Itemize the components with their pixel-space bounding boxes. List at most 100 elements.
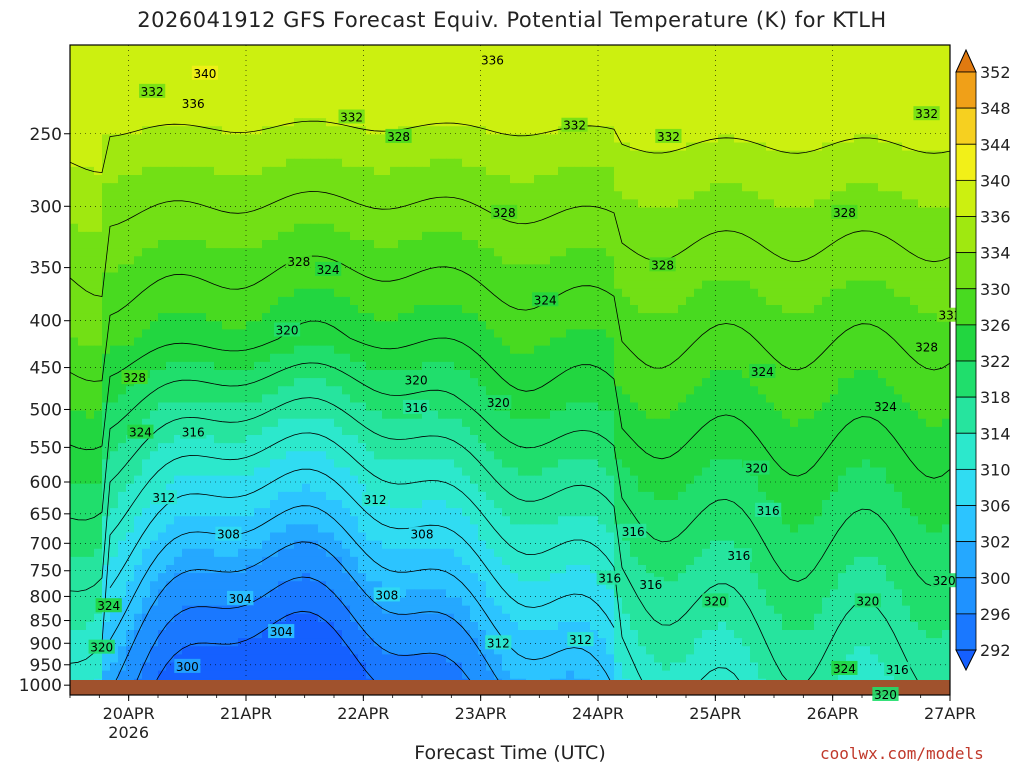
contour-label-bg: [373, 587, 400, 602]
contour-label: 336: [481, 54, 504, 68]
colorbar-extend-bottom: [955, 649, 977, 672]
contour-label: 328: [915, 341, 938, 355]
x-axis-label: Forecast Time (UTC): [414, 742, 606, 764]
colorbar-label: 340: [980, 171, 1011, 190]
colorbar-box: [955, 505, 977, 543]
contour-label-bg: [215, 526, 242, 541]
colorbar-box: [955, 252, 977, 290]
contour-label-bg: [95, 598, 122, 613]
contour-label: 332: [563, 119, 586, 133]
contour-label: 316: [622, 525, 645, 539]
colorbar-box: [955, 107, 977, 145]
contour-label-bg: [831, 204, 858, 219]
contour-label: 324: [751, 365, 774, 379]
contour-label: 316: [598, 572, 621, 586]
contour-label: 324: [129, 426, 152, 440]
contour-label-bg: [385, 128, 412, 143]
contour-label: 312: [364, 493, 387, 507]
contour-label: 324: [833, 662, 856, 676]
contour-line: [70, 320, 950, 479]
y-tick-label: 450: [30, 359, 62, 379]
contour-label: 328: [833, 206, 856, 220]
contour-label-bg: [180, 96, 207, 111]
y-tick-label: 850: [30, 612, 62, 632]
contour-label: 300: [176, 660, 199, 674]
contour-line: [109, 468, 615, 628]
contour-label-bg: [931, 573, 958, 588]
credit-text: coolwx.com/models: [820, 744, 984, 763]
contour-label-bg: [361, 492, 389, 507]
contour-line: [109, 505, 615, 688]
y-tick-label: 750: [30, 562, 62, 582]
contour-label: 308: [411, 528, 434, 542]
y-tick-label: 600: [30, 473, 62, 493]
colorbar-label: 352: [980, 63, 1011, 82]
contour-label: 320: [704, 594, 727, 608]
colorbar-box: [955, 143, 977, 181]
colorbar-box: [955, 541, 977, 579]
contour-label: 320: [933, 574, 956, 588]
x-tick-label: 20APR: [103, 704, 155, 723]
contour-label: 332: [915, 107, 938, 121]
x-tick-label: 22APR: [337, 704, 389, 723]
colorbar-label: 326: [980, 316, 1011, 335]
contour-label: 312: [487, 636, 510, 650]
contour-label-bg: [649, 257, 676, 272]
colorbar-label: 300: [980, 569, 1011, 588]
colorbar-box: [955, 324, 977, 362]
contour-label: 308: [375, 588, 398, 602]
contour-label-bg: [491, 204, 518, 219]
colorbar-label: 318: [980, 388, 1011, 407]
y-tick-label: 550: [30, 438, 62, 458]
contour-label: 320: [856, 594, 879, 608]
colorbar-box: [955, 216, 977, 254]
colorbar-label: 344: [980, 135, 1011, 154]
colorbar-label: 314: [980, 424, 1011, 443]
contour-label-bg: [88, 639, 115, 654]
x-tick-label: 26APR: [807, 704, 859, 723]
colorbar-box: [955, 288, 977, 326]
x-tick-label: 25APR: [689, 704, 741, 723]
contour-label-bg: [596, 570, 623, 585]
colorbar-box: [955, 360, 977, 398]
contour-label-bg: [872, 687, 899, 701]
contour-label: 332: [141, 85, 164, 99]
contour-label-bg: [191, 65, 219, 80]
contour-label-bg: [854, 593, 881, 608]
contour-label: 316: [886, 663, 909, 677]
contour-label-bg: [485, 635, 512, 650]
x-tick-label: 24APR: [572, 704, 624, 723]
contour-label-bg: [884, 661, 911, 676]
contour-label: 316: [727, 549, 750, 563]
contour-label: 320: [874, 688, 897, 702]
contour-label: 324: [97, 599, 120, 613]
contour-label: 316: [757, 504, 780, 518]
contour-label-bg: [831, 660, 858, 675]
contour-line: [70, 362, 950, 588]
contour-label-bg: [637, 576, 664, 591]
contour-label-bg: [561, 117, 588, 132]
colorbar-box: [955, 432, 977, 470]
y-tick-label: 400: [30, 312, 62, 332]
contour-line: [693, 667, 743, 689]
contour-label: 316: [639, 578, 662, 592]
contour-label: 328: [387, 130, 410, 144]
contour-line: [70, 120, 950, 174]
contour-label: 332: [340, 111, 363, 125]
chart-title: 2026041912 GFS Forecast Equiv. Potential…: [137, 8, 887, 32]
contour-label: 316: [182, 426, 205, 440]
colorbar-box: [955, 577, 977, 615]
contour-label-bg: [403, 399, 430, 414]
colorbar-label: 348: [980, 99, 1011, 118]
contour-label-bg: [121, 370, 148, 385]
contour-label: 332: [657, 130, 680, 144]
contour-label: 324: [317, 263, 340, 277]
contour-label: 320: [745, 462, 768, 476]
colorbar-label: 296: [980, 605, 1011, 624]
contour-label: 320: [487, 396, 510, 410]
colorbar-box: [955, 179, 977, 217]
colorbar-label: 330: [980, 280, 1011, 299]
contour-label: 304: [270, 625, 293, 639]
contour-label: 336: [182, 97, 205, 111]
